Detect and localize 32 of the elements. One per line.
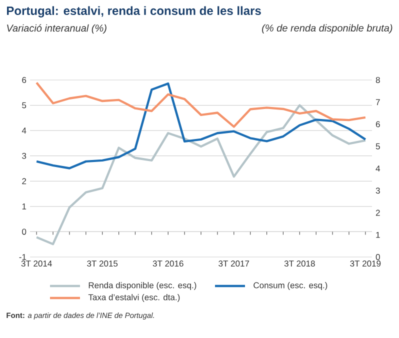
y2-tick-label: 3 <box>376 188 380 194</box>
x-tick-label: 3T 2016 <box>152 260 184 267</box>
y-tick-label: 6 <box>22 77 26 84</box>
x-tick-label: 3T 2015 <box>87 260 118 267</box>
legend-label: Renda disponible (esc. esq.) <box>88 282 196 290</box>
y-tick-label: 3 <box>22 152 26 159</box>
line-series <box>35 82 367 170</box>
y-tick-label: -1 <box>19 254 26 260</box>
x-tick-label: 3T 2018 <box>284 260 315 267</box>
y-axis-title: Variació interanual (%) <box>7 24 106 34</box>
line-series <box>35 82 367 128</box>
x-tick-label: 3T 2019 <box>350 260 381 267</box>
y2-tick-label: 0 <box>376 254 380 260</box>
x-tick-label: 3T 2017 <box>218 260 250 267</box>
y2-tick-label: 7 <box>376 99 380 106</box>
chart-title: Portugal: estalvi, renda i consum de les llars <box>7 6 261 18</box>
legend-label: Consum (esc. esq.) <box>254 282 328 290</box>
y-tick-label: 5 <box>22 102 26 108</box>
y2-tick-label: 1 <box>376 232 380 238</box>
y2-tick-label: 4 <box>376 166 380 172</box>
y2-tick-label: 8 <box>376 77 380 84</box>
y2-tick-label: 5 <box>376 143 380 150</box>
line-series <box>35 104 367 246</box>
y-tick-label: 1 <box>22 204 26 210</box>
x-tick-label: 3T 2014 <box>21 260 52 267</box>
legend-label: Taxa d’estalvi (esc. dta.) <box>88 294 180 302</box>
y-tick-label: 2 <box>22 178 26 184</box>
y2-tick-label: 6 <box>376 121 380 128</box>
y-tick-label: 0 <box>22 228 26 235</box>
y-tick-label: 4 <box>22 128 26 134</box>
y2-tick-label: 2 <box>376 210 380 216</box>
y2-axis-title: (% de renda disponible bruta) <box>262 24 392 34</box>
